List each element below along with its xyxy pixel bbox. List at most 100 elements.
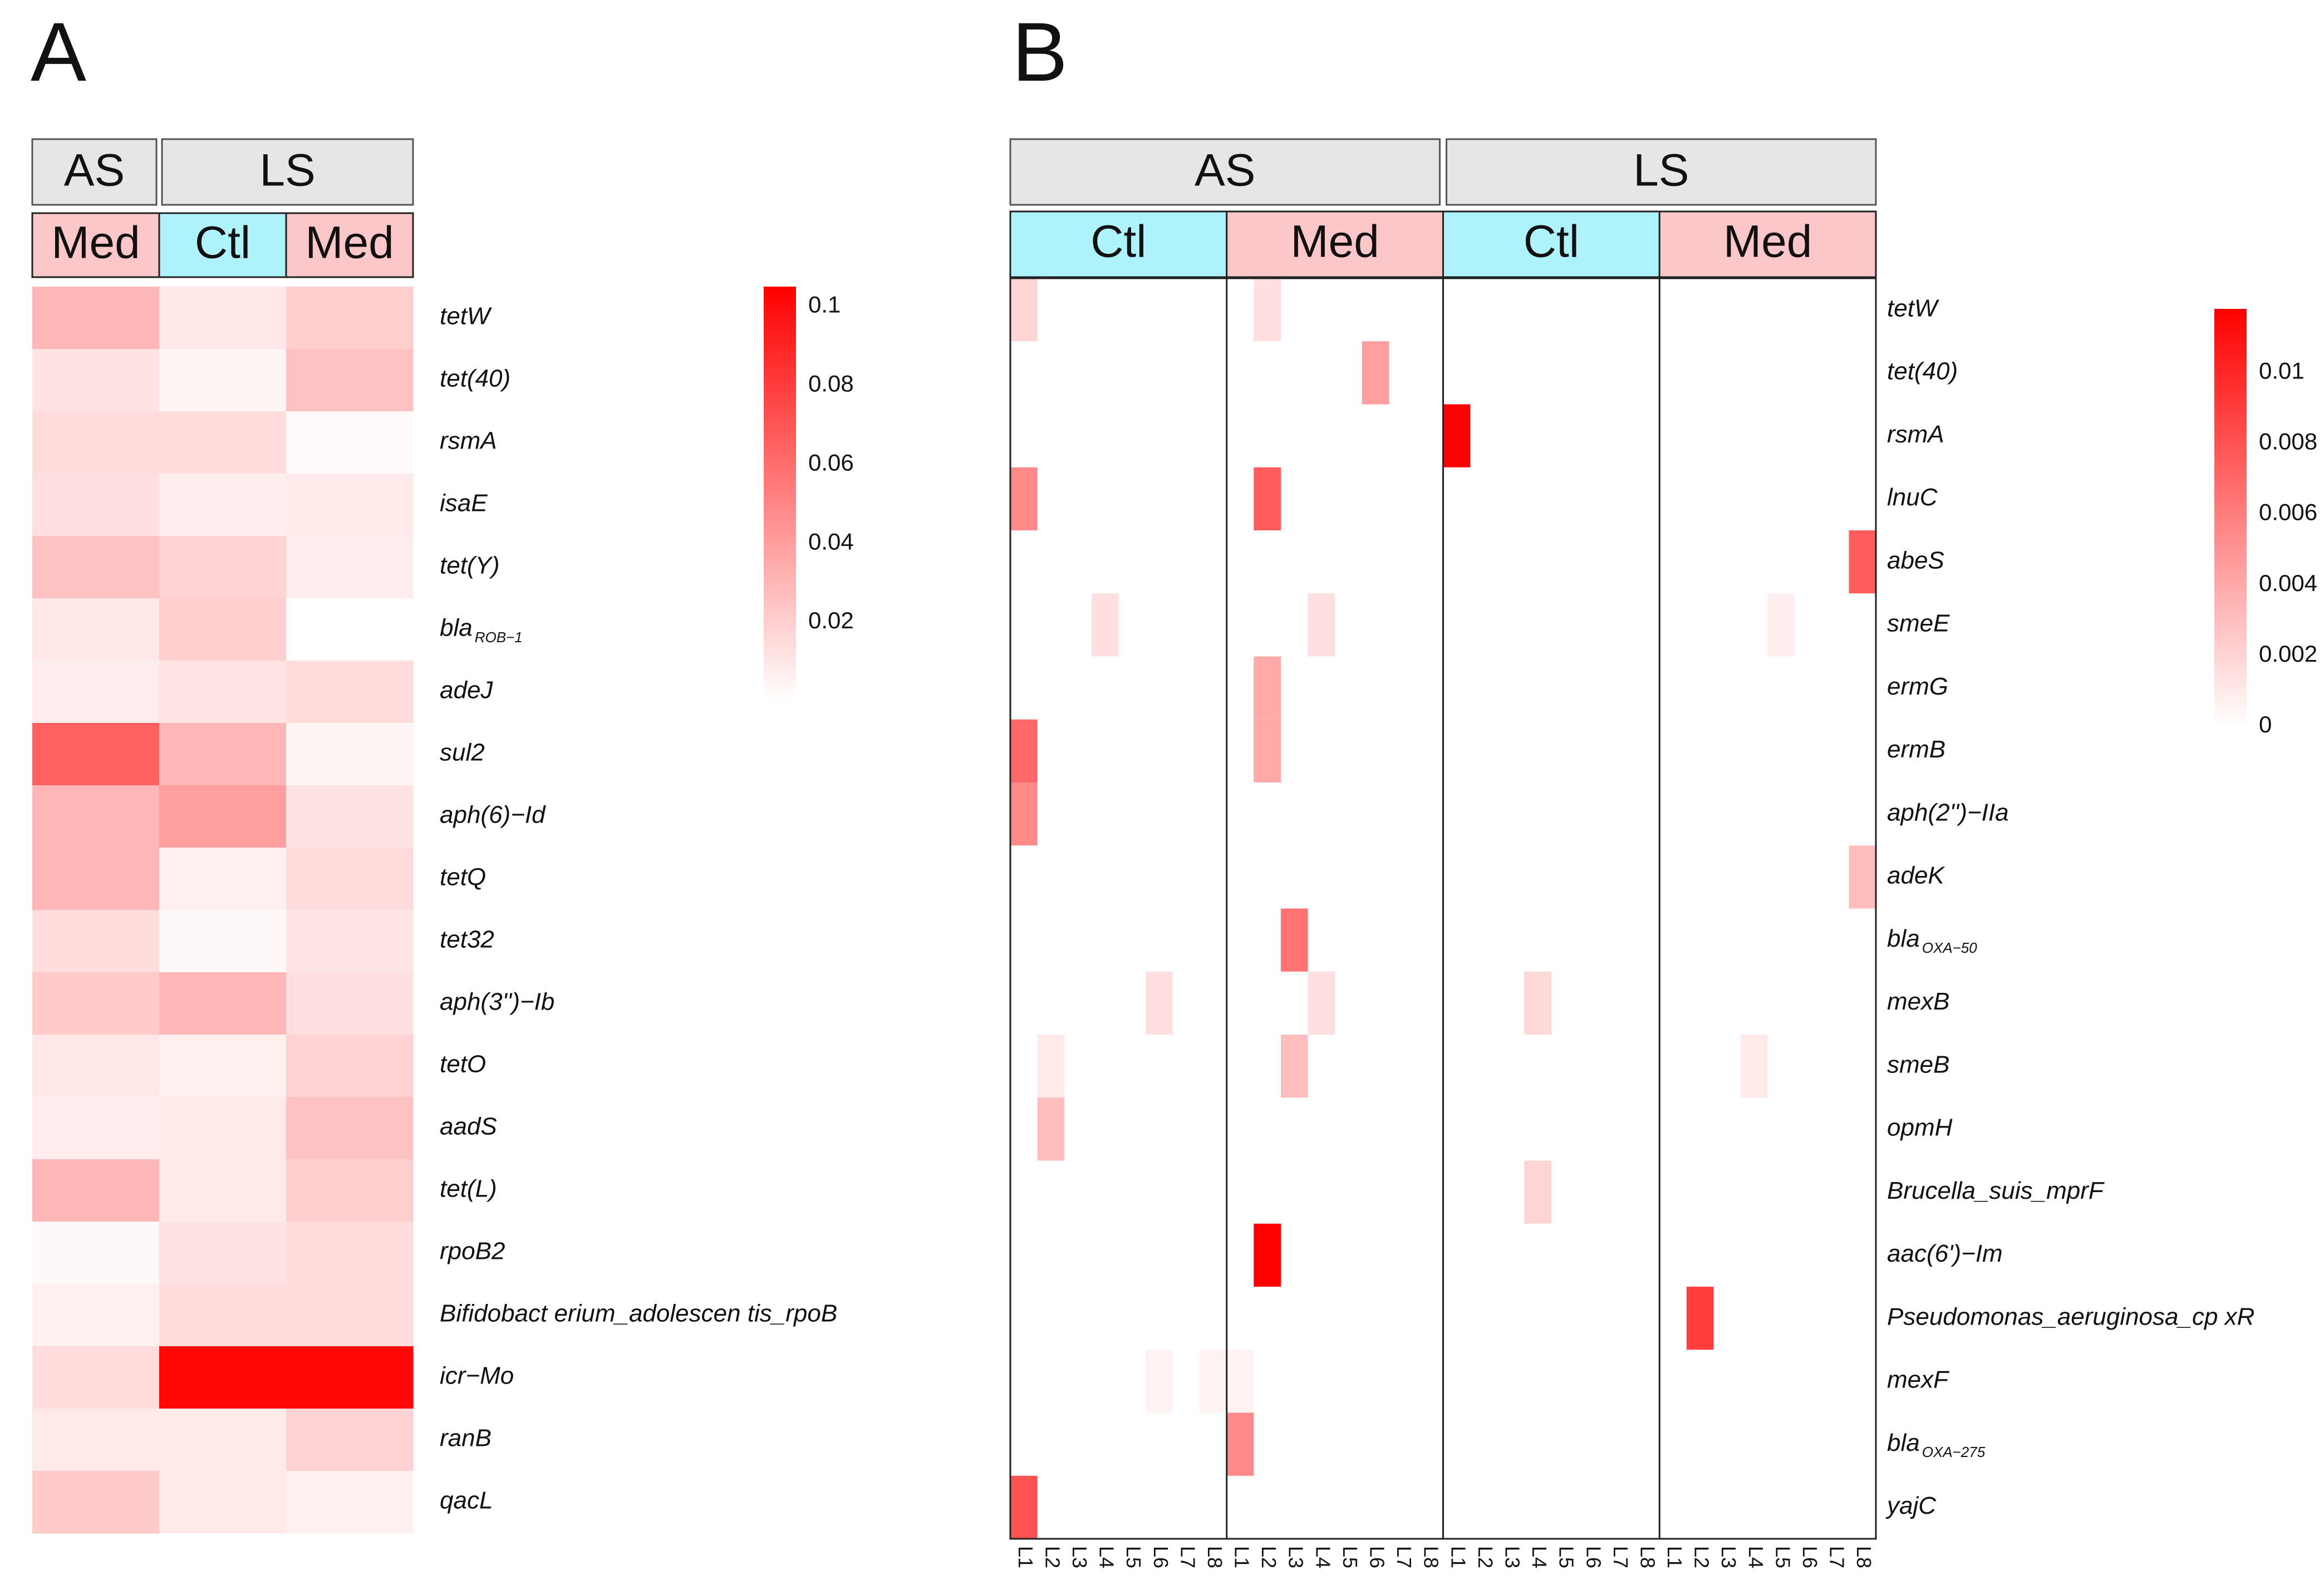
legend-a-tick-label: 0.06 xyxy=(808,449,854,475)
legend-b-tick-label: 0.01 xyxy=(2259,358,2305,384)
group-strip-ls xyxy=(1446,138,1877,206)
heat-cell xyxy=(286,1159,414,1222)
gene-label-18: bla OXA−275 xyxy=(1887,1429,1986,1460)
lane-label: L3 xyxy=(1717,1546,1740,1568)
gene-label-6: adeJ xyxy=(440,677,493,704)
heat-cell xyxy=(286,349,414,412)
lane-label: L8 xyxy=(1420,1546,1443,1568)
heat-cell xyxy=(1308,593,1335,657)
heat-cell xyxy=(1010,782,1038,846)
heat-cell xyxy=(1145,971,1173,1035)
lane-label: L4 xyxy=(1311,1546,1334,1568)
lane-label: L1 xyxy=(1014,1546,1037,1568)
panel-letter-a: A xyxy=(31,5,86,99)
gene-label-5: bla ROB−1 xyxy=(440,614,523,646)
gene-label-9: adeK xyxy=(1887,862,1945,889)
heat-cell xyxy=(1010,1475,1038,1539)
gene-label-0: tetW xyxy=(440,303,492,330)
heat-cell xyxy=(1226,1350,1254,1413)
heat-cell xyxy=(159,1097,287,1160)
heat-cell xyxy=(286,287,414,349)
heat-cell xyxy=(159,910,287,973)
group-strip-ls xyxy=(161,138,414,206)
lane-label: L5 xyxy=(1555,1546,1578,1568)
heat-cell xyxy=(1010,278,1038,342)
heat-cell xyxy=(32,598,160,661)
heat-cell xyxy=(286,1284,414,1347)
heat-cell xyxy=(159,536,287,599)
legend-a-tick-label: 0.04 xyxy=(808,528,854,554)
heat-cell xyxy=(286,1097,414,1160)
heat-cell xyxy=(1254,278,1281,342)
condition-label: Ctl xyxy=(195,218,250,268)
lane-label: L3 xyxy=(1285,1546,1308,1568)
heat-cell xyxy=(1524,971,1551,1035)
legend-b-colorbar xyxy=(2214,309,2247,726)
gene-label-2: rsmA xyxy=(440,427,497,455)
heat-cell xyxy=(286,474,414,536)
gene-subscript: OXA−50 xyxy=(1922,939,1978,956)
gene-label-12: tetO xyxy=(440,1051,486,1078)
heat-cell xyxy=(286,1035,414,1097)
lane-label: L6 xyxy=(1799,1546,1821,1568)
gene-label-0: tetW xyxy=(1887,294,1939,322)
heat-cell xyxy=(286,598,414,661)
heat-cell xyxy=(159,848,287,910)
heat-cell xyxy=(286,1346,414,1409)
condition-label: Ctl xyxy=(1090,216,1146,267)
lane-label: L5 xyxy=(1339,1546,1362,1568)
group-strip-as xyxy=(1009,138,1441,206)
lane-label: L2 xyxy=(1474,1546,1497,1568)
heat-cell xyxy=(1010,467,1038,530)
heat-cell xyxy=(286,848,414,910)
gene-label-11: mexB xyxy=(1887,988,1949,1015)
heat-cell xyxy=(32,536,160,599)
heat-cell xyxy=(32,910,160,973)
lane-label: L3 xyxy=(1501,1546,1524,1568)
heat-cell xyxy=(32,1284,160,1347)
gene-label-19: yajC xyxy=(1885,1492,1937,1519)
heat-cell xyxy=(32,972,160,1035)
group-label: AS xyxy=(64,145,125,196)
gene-label-15: rpoB2 xyxy=(440,1238,505,1265)
legend-b-tick-label: 0 xyxy=(2259,711,2272,737)
legend-a-tick-label: 0.1 xyxy=(808,292,841,318)
legend-a-colorbar xyxy=(764,287,796,701)
legend-b-tick-label: 0.008 xyxy=(2259,429,2317,455)
heat-cell xyxy=(1849,530,1876,594)
gene-label-18: ranB xyxy=(440,1425,492,1452)
gene-label-3: isaE xyxy=(440,490,488,517)
heat-cell xyxy=(159,972,287,1035)
gene-label-3: lnuC xyxy=(1887,484,1938,511)
gene-subscript: ROB−1 xyxy=(475,629,523,646)
heat-cell xyxy=(32,1097,160,1160)
lane-label: L4 xyxy=(1528,1546,1551,1568)
heat-cell xyxy=(159,1471,287,1534)
heat-cell xyxy=(286,1471,414,1534)
heat-cell xyxy=(1200,1350,1227,1413)
gene-label-15: aac(6')−Im xyxy=(1887,1240,2003,1267)
heat-cell xyxy=(286,972,414,1035)
heat-cell xyxy=(1010,719,1038,782)
heat-cell xyxy=(1254,467,1281,530)
lane-label: L3 xyxy=(1068,1546,1091,1568)
lane-label: L1 xyxy=(1231,1546,1254,1568)
gene-label-7: ermB xyxy=(1887,736,1945,763)
gene-label-4: tet(Y) xyxy=(440,552,500,579)
heat-cell xyxy=(159,1346,287,1409)
heat-cell xyxy=(159,1035,287,1097)
legend-a-tick-label: 0.08 xyxy=(808,370,854,396)
lane-label: L2 xyxy=(1691,1546,1713,1568)
heat-cell xyxy=(32,1222,160,1284)
condition-label: Med xyxy=(1290,216,1379,267)
heat-cell xyxy=(159,1222,287,1284)
lane-label: L8 xyxy=(1853,1546,1875,1568)
heat-cell xyxy=(32,661,160,723)
condition-strip-med xyxy=(285,212,414,278)
lane-label: L5 xyxy=(1771,1546,1794,1568)
lane-label: L7 xyxy=(1826,1546,1849,1568)
heat-cell xyxy=(286,536,414,599)
condition-label: Med xyxy=(51,218,140,268)
heat-cell xyxy=(159,287,287,349)
